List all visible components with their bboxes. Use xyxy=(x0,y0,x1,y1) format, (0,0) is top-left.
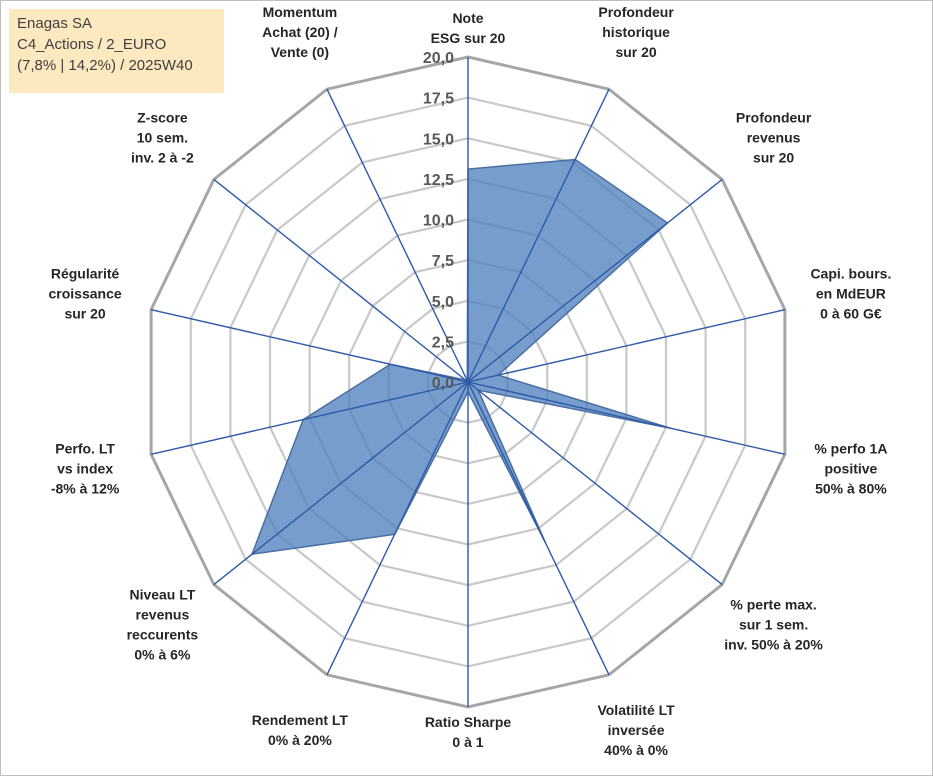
spoke-2 xyxy=(467,178,723,383)
tick-label: 2,5 xyxy=(432,334,454,351)
tick-label: 7,5 xyxy=(432,253,454,270)
tick-label: 12,5 xyxy=(423,172,454,189)
axis-label-line: % perfo 1A xyxy=(814,440,887,456)
axis-label-13: Momentum Achat (20) / Vente (0) xyxy=(262,4,338,60)
axis-label-line: ESG sur 20 xyxy=(431,30,506,46)
axis-label-3: Capi. bours. en MdEUR 0 à 60 G€ xyxy=(810,266,891,322)
axis-label-line: Achat (20) / xyxy=(262,24,338,40)
spoke-13 xyxy=(326,88,469,383)
axis-label-line: Note xyxy=(452,10,483,26)
axis-label-line: 0% à 20% xyxy=(268,732,332,748)
axis-label-line: sur 1 sem. xyxy=(739,617,808,633)
spoke-layer xyxy=(150,57,786,707)
info-period: (7,8% | 14,2%) / 2025W40 xyxy=(17,57,193,74)
axis-label-4: % perfo 1A positive 50% à 80% xyxy=(814,440,887,496)
axis-label-line: 40% à 0% xyxy=(604,742,668,758)
axis-label-line: revenus xyxy=(136,607,190,623)
axis-label-10: Perfo. LT vs index -8% à 12% xyxy=(51,440,120,496)
spoke-3 xyxy=(467,309,786,383)
axis-label-line: -8% à 12% xyxy=(51,480,120,496)
axis-label-line: revenus xyxy=(747,129,801,145)
axis-label-6: Volatilité LT inversée 40% à 0% xyxy=(597,702,675,758)
axis-label-line: Vente (0) xyxy=(271,44,329,60)
axis-label-line: inversée xyxy=(608,722,665,738)
spoke-6 xyxy=(467,381,610,676)
axis-label-line: inv. 50% à 20% xyxy=(724,637,823,653)
axis-label-line: Régularité xyxy=(51,266,120,282)
axis-label-line: 0 à 60 G€ xyxy=(820,306,882,322)
info-box: Enagas SA C4_Actions / 2_EURO (7,8% | 14… xyxy=(9,9,224,93)
axis-label-line: croissance xyxy=(49,286,122,302)
axis-label-12: Z-score 10 sem. inv. 2 à -2 xyxy=(131,109,194,165)
axis-label-2: Profondeur revenus sur 20 xyxy=(736,109,812,165)
axis-label-line: sur 20 xyxy=(753,149,794,165)
axis-label-line: Rendement LT xyxy=(252,712,349,728)
tick-label: 10,0 xyxy=(423,213,454,230)
tick-label: 15,0 xyxy=(423,131,454,148)
spoke-8 xyxy=(326,381,469,676)
axis-label-5: % perte max. sur 1 sem. inv. 50% à 20% xyxy=(724,597,823,653)
axis-label-line: reccurents xyxy=(127,627,199,643)
axis-label-0: Note ESG sur 20 xyxy=(431,10,506,46)
axis-label-7: Ratio Sharpe 0 à 1 xyxy=(425,714,512,750)
axis-label-line: Z-score xyxy=(137,109,188,125)
axis-label-line: en MdEUR xyxy=(816,286,886,302)
tick-label: 5,0 xyxy=(432,294,454,311)
axis-label-11: Régularité croissance sur 20 xyxy=(49,266,122,322)
axis-label-line: Profondeur xyxy=(598,4,674,20)
tick-label: 20,0 xyxy=(423,50,454,67)
axis-label-line: historique xyxy=(602,24,670,40)
axis-label-line: % perte max. xyxy=(730,597,816,613)
axis-label-line: Ratio Sharpe xyxy=(425,714,512,730)
axis-label-line: Perfo. LT xyxy=(55,440,115,456)
tick-label: 17,5 xyxy=(423,91,454,108)
info-company-name: Enagas SA xyxy=(17,15,93,32)
axis-label-line: sur 20 xyxy=(64,306,105,322)
axis-label-9: Niveau LT revenus reccurents 0% à 6% xyxy=(127,587,199,663)
axis-label-layer: Note ESG sur 20 Profondeur historique sur 20… xyxy=(49,4,892,758)
series-layer xyxy=(250,158,672,556)
axis-label-line: Volatilité LT xyxy=(597,702,675,718)
axis-label-line: vs index xyxy=(57,460,113,476)
spoke-12 xyxy=(213,178,469,383)
spoke-10 xyxy=(150,381,469,455)
spoke-1 xyxy=(467,88,610,383)
axis-label-line: Momentum xyxy=(263,4,338,20)
spoke-4 xyxy=(467,381,786,455)
spoke-9 xyxy=(213,381,469,586)
info-category: C4_Actions / 2_EURO xyxy=(17,36,167,53)
axis-label-line: inv. 2 à -2 xyxy=(131,149,194,165)
tick-label: 0,0 xyxy=(432,375,454,392)
axis-label-8: Rendement LT 0% à 20% xyxy=(252,712,349,748)
axis-label-line: Capi. bours. xyxy=(810,266,891,282)
series-area xyxy=(250,158,672,556)
spoke-11 xyxy=(150,309,469,383)
axis-label-line: 50% à 80% xyxy=(815,480,887,496)
axis-label-1: Profondeur historique sur 20 xyxy=(598,4,674,60)
axis-label-line: 0% à 6% xyxy=(134,647,191,663)
axis-label-line: positive xyxy=(824,460,877,476)
axis-label-line: Niveau LT xyxy=(129,587,195,603)
axis-label-line: 10 sem. xyxy=(137,129,188,145)
axis-label-line: Profondeur xyxy=(736,109,812,125)
tick-label-layer: 0,0 2,5 5,0 7,5 10,0 12,5 15,0 17,5 20,0 xyxy=(423,50,454,392)
axis-label-line: 0 à 1 xyxy=(452,734,483,750)
axis-label-line: sur 20 xyxy=(615,44,656,60)
spoke-5 xyxy=(467,381,723,586)
